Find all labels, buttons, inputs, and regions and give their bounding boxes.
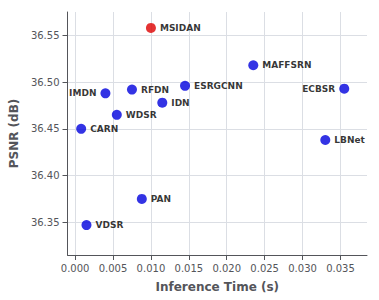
svg-text:PSNR (dB): PSNR (dB): [7, 99, 21, 169]
svg-text:0.025: 0.025: [250, 263, 279, 274]
svg-text:RFDN: RFDN: [141, 85, 169, 95]
svg-text:ECBSR: ECBSR: [302, 84, 335, 94]
svg-text:36.50: 36.50: [31, 77, 60, 88]
svg-text:VDSR: VDSR: [95, 220, 123, 230]
svg-text:MSIDAN: MSIDAN: [160, 23, 201, 33]
svg-text:WDSR: WDSR: [126, 110, 157, 120]
svg-text:36.40: 36.40: [31, 170, 60, 181]
svg-text:36.45: 36.45: [31, 123, 60, 134]
svg-text:36.35: 36.35: [31, 217, 60, 228]
svg-text:IMDN: IMDN: [69, 88, 96, 98]
svg-text:0.000: 0.000: [61, 263, 90, 274]
svg-text:IDN: IDN: [171, 98, 189, 108]
svg-text:Inference Time (s): Inference Time (s): [155, 280, 279, 294]
svg-text:CARN: CARN: [90, 124, 118, 134]
svg-text:PAN: PAN: [151, 194, 171, 204]
svg-text:0.020: 0.020: [212, 263, 241, 274]
svg-text:0.015: 0.015: [175, 263, 204, 274]
svg-text:0.030: 0.030: [288, 263, 317, 274]
svg-text:0.035: 0.035: [326, 263, 355, 274]
svg-text:0.005: 0.005: [99, 263, 128, 274]
svg-text:36.55: 36.55: [31, 30, 60, 41]
svg-text:LBNet: LBNet: [334, 135, 365, 145]
svg-text:0.010: 0.010: [137, 263, 166, 274]
svg-text:MAFFSRN: MAFFSRN: [262, 60, 311, 70]
svg-text:ESRGCNN: ESRGCNN: [194, 81, 243, 91]
